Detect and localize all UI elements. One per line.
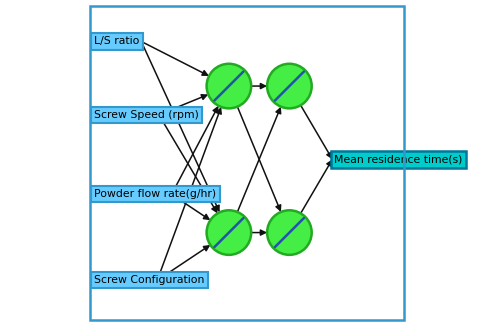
- Text: L/S ratio: L/S ratio: [94, 36, 140, 46]
- Text: Screw Speed (rpm): Screw Speed (rpm): [94, 110, 199, 120]
- Circle shape: [207, 64, 251, 108]
- Text: Screw Configuration: Screw Configuration: [94, 275, 205, 285]
- Text: Powder flow rate(g/hr): Powder flow rate(g/hr): [94, 189, 217, 199]
- Circle shape: [207, 210, 251, 255]
- Circle shape: [267, 210, 311, 255]
- Text: Mean residence time(s): Mean residence time(s): [334, 154, 462, 164]
- Circle shape: [267, 64, 311, 108]
